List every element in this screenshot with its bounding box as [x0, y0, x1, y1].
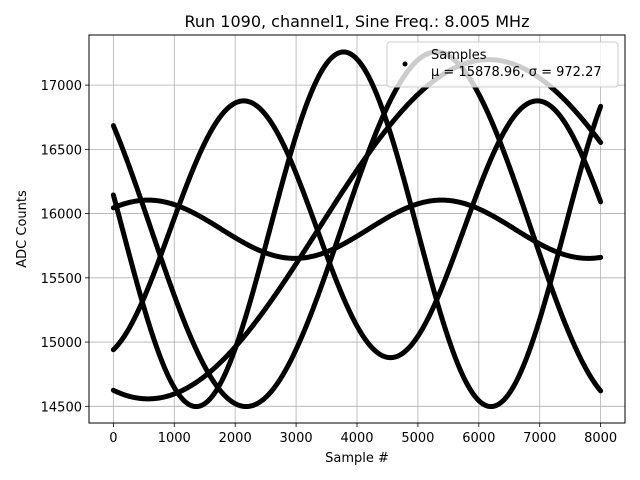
x-tick-label: 4000	[340, 431, 373, 446]
sample-points-trace	[110, 98, 604, 361]
y-tick-label: 17000	[41, 79, 82, 94]
y-axis-ticks: 14500 15000 15500 16000 16500 17000	[41, 79, 89, 415]
sample-trace-1	[110, 49, 604, 410]
x-axis-label: Sample #	[325, 451, 389, 466]
x-tick-label: 3000	[280, 431, 313, 446]
x-axis-ticks: 0 1000 2000 3000 4000 5000 6000 7000 8000	[109, 423, 617, 446]
x-tick-label: 7000	[523, 431, 556, 446]
sample-trace-3	[110, 197, 604, 261]
sample-points-trace	[110, 197, 604, 261]
x-tick-label: 0	[109, 431, 117, 446]
y-axis-label: ADC Counts	[15, 190, 30, 268]
y-tick-label: 16500	[41, 143, 82, 158]
sample-points-trace	[110, 49, 604, 410]
legend-stats: μ = 15878.96, σ = 972.27	[431, 65, 602, 80]
legend-label: Samples	[431, 48, 487, 63]
y-tick-label: 14500	[41, 400, 82, 415]
sample-trace-2	[110, 49, 604, 410]
x-tick-label: 5000	[401, 431, 434, 446]
legend-marker	[402, 61, 408, 67]
legend-box	[386, 41, 619, 88]
x-tick-label: 8000	[584, 431, 617, 446]
sample-points	[110, 49, 604, 410]
x-tick-label: 1000	[158, 431, 191, 446]
y-tick-label: 16000	[41, 208, 82, 223]
sample-trace-4	[110, 98, 604, 361]
y-tick-label: 15500	[41, 272, 82, 287]
chart-title: Run 1090, channel1, Sine Freq.: 8.005 MH…	[185, 12, 530, 31]
x-tick-label: 6000	[462, 431, 495, 446]
y-tick-label: 15000	[41, 336, 82, 351]
sample-points-trace	[110, 49, 604, 410]
legend: Samples μ = 15878.96, σ = 972.27	[386, 41, 619, 88]
x-tick-label: 2000	[219, 431, 252, 446]
